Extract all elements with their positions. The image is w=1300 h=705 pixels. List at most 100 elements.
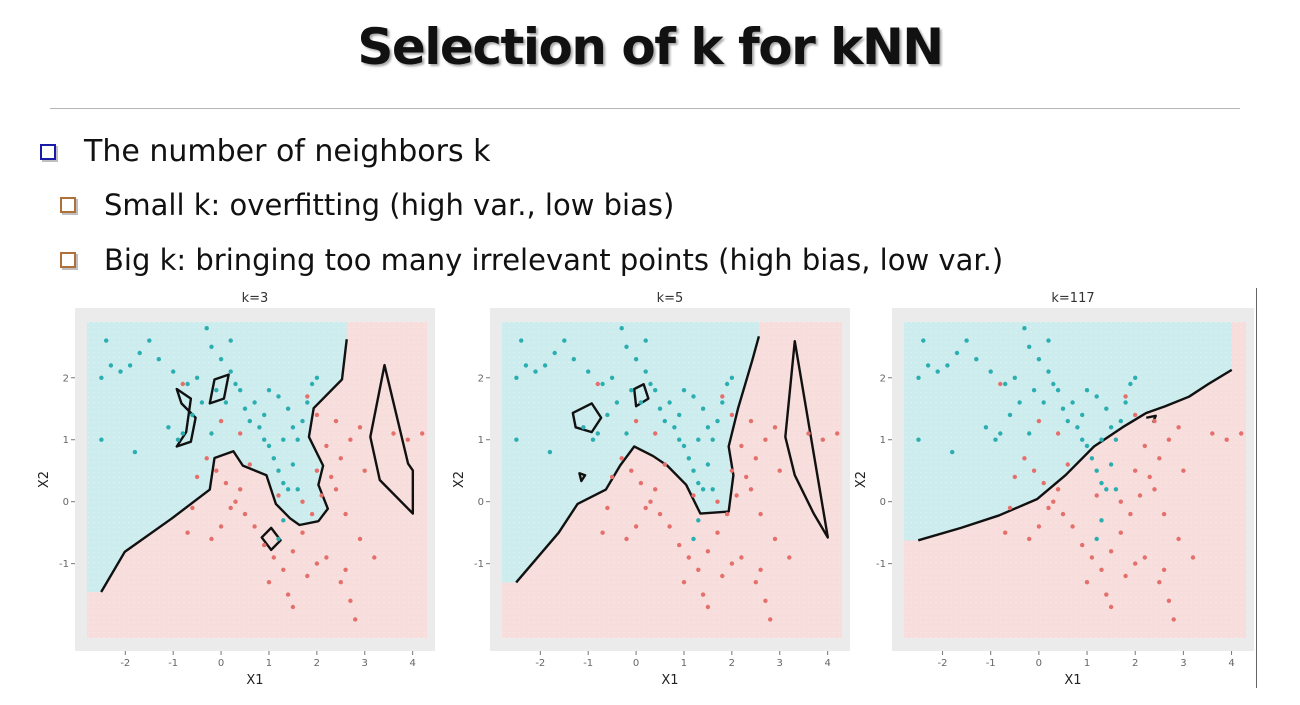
data-point-teal xyxy=(514,375,519,380)
data-point-teal xyxy=(99,375,104,380)
data-point-teal xyxy=(1080,437,1085,442)
data-point-red xyxy=(309,511,315,517)
data-point-red xyxy=(729,561,735,566)
bullet-main-text: The number of neighbors k xyxy=(84,134,491,169)
y-tick-label: 1 xyxy=(63,435,69,446)
data-point-red xyxy=(705,549,711,554)
x-tick-label: 4 xyxy=(1228,658,1234,669)
data-point-red xyxy=(1036,524,1042,529)
data-point-teal xyxy=(677,412,682,418)
data-point-teal xyxy=(638,400,644,405)
checkbox-bullet-icon xyxy=(60,252,76,268)
data-point-red xyxy=(595,381,600,387)
data-point-red xyxy=(1046,505,1051,511)
data-point-teal xyxy=(285,406,291,411)
data-point-teal xyxy=(547,449,553,455)
data-point-teal xyxy=(1046,338,1051,343)
data-point-teal xyxy=(276,394,281,399)
data-point-teal xyxy=(290,425,296,430)
data-point-red xyxy=(1161,511,1167,517)
data-point-red xyxy=(648,499,653,504)
data-point-red xyxy=(1027,536,1032,542)
data-point-red xyxy=(1176,425,1181,430)
data-point-teal xyxy=(233,381,238,387)
data-point-red xyxy=(1022,456,1027,461)
x-tick-label: 0 xyxy=(218,658,224,669)
data-point-red xyxy=(276,493,281,498)
data-point-teal xyxy=(662,418,667,424)
data-point-red xyxy=(209,536,214,542)
data-point-teal xyxy=(624,344,629,349)
data-point-red xyxy=(391,431,396,436)
data-point-red xyxy=(305,394,310,399)
data-point-red xyxy=(1108,604,1114,610)
data-point-teal xyxy=(223,400,229,405)
data-point-teal xyxy=(1017,400,1022,405)
x-tick-label: 1 xyxy=(266,658,272,669)
region-teal xyxy=(502,322,759,583)
data-point-red xyxy=(806,431,811,436)
x-tick-label: 2 xyxy=(729,658,735,669)
data-point-teal xyxy=(1133,375,1138,380)
data-point-red xyxy=(763,437,768,442)
data-point-red xyxy=(300,530,305,535)
data-point-teal xyxy=(983,425,989,430)
data-point-teal xyxy=(104,338,109,343)
data-point-red xyxy=(748,418,754,424)
data-point-red xyxy=(729,412,735,418)
x-tick-label: 1 xyxy=(1084,658,1090,669)
data-point-teal xyxy=(175,437,181,442)
data-point-red xyxy=(238,487,243,492)
x-tick-label: -1 xyxy=(986,658,996,669)
data-point-teal xyxy=(605,412,610,418)
data-point-red xyxy=(1084,580,1090,585)
checkbox-bullet-icon xyxy=(60,197,76,213)
data-point-red xyxy=(1104,592,1109,597)
data-point-teal xyxy=(614,400,620,405)
data-point-red xyxy=(1190,555,1196,560)
data-point-red xyxy=(314,468,320,473)
data-point-red xyxy=(720,573,725,579)
data-point-red xyxy=(681,580,687,585)
data-point-teal xyxy=(132,449,138,455)
data-point-red xyxy=(190,505,195,511)
data-point-teal xyxy=(954,350,960,356)
data-point-red xyxy=(1003,530,1008,535)
data-point-teal xyxy=(1060,406,1066,411)
data-point-teal xyxy=(648,381,653,387)
data-point-teal xyxy=(667,400,672,405)
data-point-red xyxy=(290,604,296,610)
data-point-red xyxy=(1012,474,1017,480)
decision-boundary xyxy=(571,402,603,434)
data-point-red xyxy=(1055,431,1061,436)
data-point-teal xyxy=(262,412,267,418)
data-point-red xyxy=(609,474,615,480)
y-tick-label: -1 xyxy=(876,559,886,570)
x-tick-label: 3 xyxy=(362,658,368,669)
data-point-teal xyxy=(1065,418,1071,424)
data-point-teal xyxy=(309,381,315,387)
data-point-teal xyxy=(295,487,300,492)
data-point-teal xyxy=(190,412,195,418)
data-point-teal xyxy=(988,369,993,374)
data-point-teal xyxy=(681,388,687,393)
data-point-red xyxy=(247,462,252,467)
x-tick-label: -2 xyxy=(535,658,545,669)
data-point-teal xyxy=(290,462,296,467)
data-point-teal xyxy=(1094,394,1099,399)
data-point-red xyxy=(657,511,663,517)
data-point-teal xyxy=(643,338,648,343)
data-point-teal xyxy=(118,369,123,374)
data-point-red xyxy=(338,456,343,461)
data-point-red xyxy=(705,604,711,610)
data-point-red xyxy=(180,381,185,387)
data-point-red xyxy=(324,443,329,449)
data-point-teal xyxy=(998,431,1003,436)
data-point-red xyxy=(1123,394,1128,399)
data-point-red xyxy=(1080,542,1085,548)
data-point-red xyxy=(715,530,720,535)
data-point-teal xyxy=(696,437,701,442)
data-point-red xyxy=(1166,598,1172,603)
